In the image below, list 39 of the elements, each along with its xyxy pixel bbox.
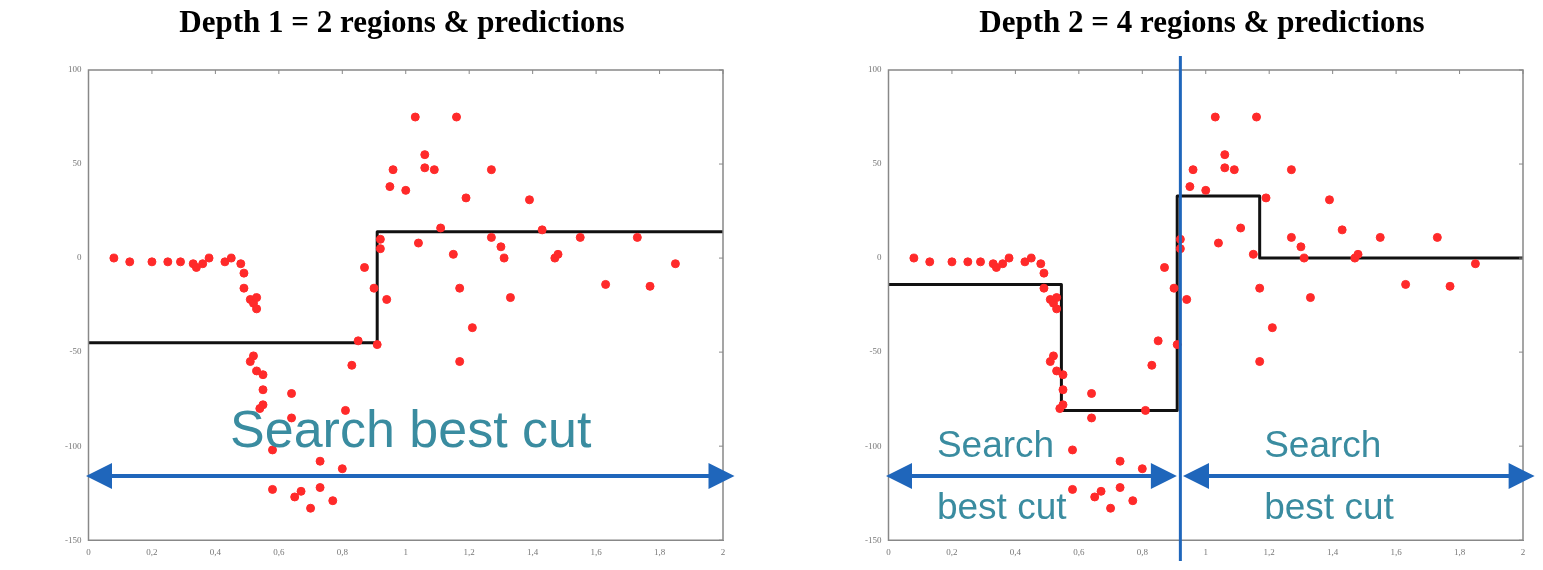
x-tick-label: 1 bbox=[403, 546, 408, 557]
x-tick-label: 0,6 bbox=[1073, 546, 1085, 557]
x-tick-label: 1,4 bbox=[527, 546, 539, 557]
x-tick-label: 0 bbox=[886, 546, 892, 557]
x-tick-label: 1,8 bbox=[653, 546, 666, 557]
x-tick-label: 1,2 bbox=[1263, 546, 1275, 557]
x-tick-label: 0,2 bbox=[146, 546, 158, 557]
x-tick-label: 0,2 bbox=[946, 546, 958, 557]
y-tick-label: 50 bbox=[872, 158, 882, 169]
y-tick-label: 0 bbox=[77, 252, 82, 263]
x-tick-label: 0,4 bbox=[1009, 546, 1022, 557]
y-tick-label: 100 bbox=[68, 64, 82, 75]
x-tick-label: 1 bbox=[1203, 546, 1208, 557]
x-tick-label: 1,4 bbox=[1327, 546, 1339, 557]
x-tick-label: 1,8 bbox=[1453, 546, 1466, 557]
y-tick-label: -100 bbox=[865, 440, 882, 451]
x-tick-label: 1,6 bbox=[590, 546, 603, 557]
y-tick-label: -150 bbox=[865, 534, 882, 545]
annotation: Search best cut bbox=[1264, 423, 1395, 530]
x-tick-label: 1,2 bbox=[463, 546, 475, 557]
x-tick-label: 0,8 bbox=[1136, 546, 1149, 557]
y-tick-label: 50 bbox=[72, 158, 82, 169]
x-tick-label: 0 bbox=[86, 546, 92, 557]
y-tick-label: -100 bbox=[65, 440, 82, 451]
x-tick-label: 0,4 bbox=[209, 546, 222, 557]
x-tick-label: 0,8 bbox=[336, 546, 349, 557]
chart-title: Depth 1 = 2 regions & predictions bbox=[178, 4, 626, 40]
y-tick-label: -50 bbox=[69, 346, 82, 357]
x-tick-label: 1,6 bbox=[1390, 546, 1403, 557]
annotation: Search best cut bbox=[229, 399, 593, 461]
y-tick-label: 100 bbox=[868, 64, 882, 75]
y-tick-label: 0 bbox=[877, 252, 882, 263]
x-tick-label: 0,6 bbox=[273, 546, 285, 557]
chart-title: Depth 2 = 4 regions & predictions bbox=[978, 4, 1426, 40]
y-tick-label: -50 bbox=[869, 346, 882, 357]
x-tick-label: 2 bbox=[720, 546, 726, 557]
x-tick-label: 2 bbox=[1520, 546, 1526, 557]
y-tick-label: -150 bbox=[65, 534, 82, 545]
annotation: Search best cut bbox=[936, 423, 1068, 530]
